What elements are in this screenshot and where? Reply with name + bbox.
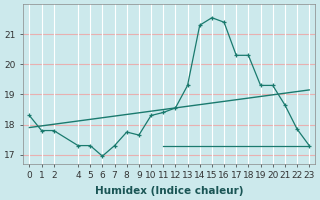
- X-axis label: Humidex (Indice chaleur): Humidex (Indice chaleur): [95, 186, 244, 196]
